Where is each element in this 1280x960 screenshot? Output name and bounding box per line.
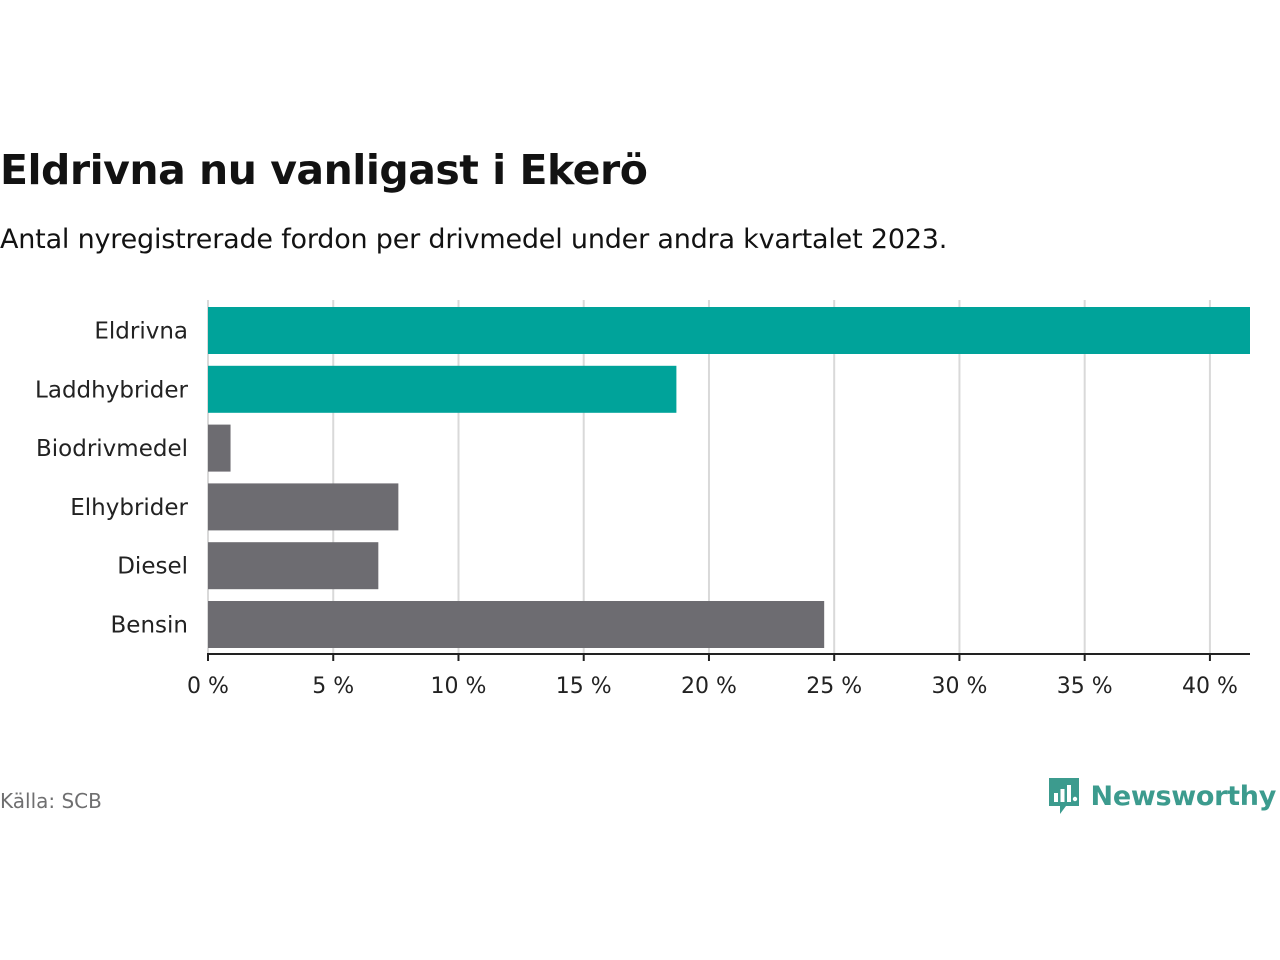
bar-elhybrider — [208, 483, 399, 531]
x-tick-label: 20 % — [681, 674, 737, 699]
bar-chart: Eldrivna Laddhybrider Biodrivmedel Elhybrid… — [35, 300, 1250, 699]
x-tick-label: 10 % — [431, 674, 487, 699]
source-note: Källa: SCB — [0, 789, 102, 813]
bar-biodrivmedel — [208, 424, 231, 472]
bar-laddhybrider — [208, 365, 677, 413]
newsworthy-logo: Newsworthy — [1047, 776, 1276, 816]
x-tick-label: 0 % — [187, 674, 229, 699]
category-label: Laddhybrider — [35, 377, 188, 403]
grid-lines — [207, 300, 1211, 654]
bars — [208, 307, 1250, 648]
x-tick-label: 25 % — [806, 674, 862, 699]
category-labels: Eldrivna Laddhybrider Biodrivmedel Elhybrid… — [35, 319, 188, 639]
category-label: Biodrivmedel — [36, 436, 188, 462]
x-tick-label: 15 % — [556, 674, 612, 699]
bar-diesel — [208, 542, 379, 590]
chart-subtitle: Antal nyregistrerade fordon per drivmede… — [0, 224, 948, 255]
category-label: Elhybrider — [70, 495, 188, 521]
x-tick-label: 35 % — [1057, 674, 1113, 699]
x-tick-label: 5 % — [312, 674, 354, 699]
category-label: Bensin — [111, 613, 188, 639]
x-tick-label: 30 % — [931, 674, 987, 699]
category-label: Diesel — [117, 554, 188, 580]
category-label: Eldrivna — [94, 319, 188, 345]
brand-name: Newsworthy — [1090, 780, 1277, 812]
x-tick-label: 40 % — [1182, 674, 1238, 699]
x-axis: 0 % 5 % 10 % 15 % 20 % 25 % 30 % 35 % 40 % — [187, 653, 1250, 699]
newsworthy-logo-icon — [1048, 778, 1079, 814]
chart-title: Eldrivna nu vanligast i Ekerö — [0, 146, 648, 194]
bar-bensin — [208, 601, 825, 648]
bar-eldrivna — [208, 307, 1250, 354]
